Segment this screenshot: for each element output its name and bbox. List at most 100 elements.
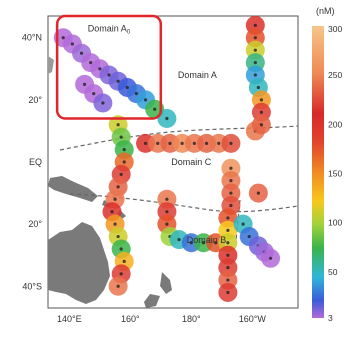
- station-point-center: [253, 73, 257, 77]
- station-point-center: [253, 36, 257, 40]
- station-point-center: [122, 160, 126, 164]
- station-point-center: [143, 98, 148, 102]
- station-point-center: [256, 191, 260, 195]
- station-point-center: [122, 259, 126, 264]
- station-point-center: [259, 98, 264, 102]
- station-point-center: [268, 256, 273, 260]
- station-point-center: [113, 197, 117, 201]
- colorbar-tick-label: 250: [328, 70, 342, 80]
- latitude-ticks: 40°N 20° EQ 20° 40°S: [22, 33, 42, 292]
- station-point-center: [119, 135, 123, 139]
- boundary-mid: [69, 193, 298, 213]
- station-point: [93, 93, 113, 113]
- data-points: [53, 16, 281, 302]
- lon-tick-label: 160°: [121, 314, 140, 324]
- station-point-center: [165, 210, 169, 214]
- station-point-center: [247, 234, 251, 239]
- lat-tick-label: 20°: [28, 95, 42, 105]
- station-point-center: [165, 222, 169, 226]
- station-point-center: [116, 79, 120, 83]
- colorbar-tick-label: 3: [328, 313, 333, 323]
- lat-tick-label: EQ: [29, 157, 42, 167]
- station-point-center: [226, 253, 230, 257]
- colorbar-tick-label: 150: [328, 168, 342, 178]
- domain-b-label: Domain B: [187, 235, 227, 245]
- station-point-center: [116, 185, 120, 189]
- station-point-center: [61, 36, 65, 40]
- station-point-center: [259, 123, 264, 127]
- station-point-center: [229, 166, 233, 170]
- station-point-center: [122, 147, 126, 152]
- station-point-center: [204, 141, 209, 145]
- domain-c-label: Domain C: [171, 157, 212, 167]
- station-point-center: [217, 141, 221, 145]
- station-point-center: [226, 241, 230, 245]
- colorbar: (nM) 300 250 200 150 100 50 3: [312, 6, 342, 323]
- station-point-center: [241, 222, 245, 226]
- station-point: [157, 109, 177, 129]
- station-point-center: [253, 23, 257, 27]
- station-point-center: [201, 241, 206, 245]
- station-point-center: [153, 107, 157, 111]
- station-point-center: [165, 197, 169, 201]
- colorbar-unit: (nM): [316, 6, 335, 16]
- station-point: [218, 282, 238, 302]
- station-point-center: [143, 141, 148, 145]
- station-point-center: [125, 85, 129, 90]
- station-point-center: [116, 284, 120, 288]
- lon-tick-label: 180°: [182, 314, 201, 324]
- station-point-center: [119, 247, 123, 251]
- station-point-center: [226, 216, 230, 220]
- lat-tick-label: 40°S: [22, 281, 42, 291]
- land-papua: [48, 176, 98, 202]
- station-point-center: [226, 228, 230, 232]
- lon-tick-label: 160°W: [239, 314, 267, 324]
- station-point-center: [70, 42, 74, 46]
- station-point-center: [180, 141, 184, 145]
- longitude-ticks: 140°E 160° 180° 160°W: [57, 314, 266, 324]
- station-point-center: [107, 73, 111, 77]
- station-point-center: [116, 123, 120, 127]
- colorbar-tick-label: 50: [328, 267, 338, 277]
- colorbar-tick-label: 100: [328, 218, 342, 228]
- station-point-center: [229, 141, 233, 145]
- colorbar-tick-label: 300: [328, 24, 342, 34]
- land-japan: [48, 56, 54, 74]
- station-point-center: [177, 238, 181, 242]
- station-point-center: [98, 67, 102, 71]
- colorbar-tick-label: 200: [328, 119, 342, 129]
- station-point-center: [256, 85, 260, 90]
- land-new-zealand-north: [160, 272, 172, 294]
- station-point-center: [226, 290, 230, 295]
- station-point-center: [226, 278, 230, 282]
- lon-tick-label: 140°E: [57, 314, 82, 324]
- station-point-center: [229, 203, 233, 208]
- station-point-center: [189, 241, 193, 245]
- station-point-center: [119, 172, 123, 177]
- station-point: [248, 183, 268, 203]
- station-point: [251, 115, 271, 135]
- station-point-center: [214, 241, 218, 245]
- domain-a-label: Domain A: [178, 70, 217, 80]
- station-point: [108, 276, 128, 296]
- domain-a0-highlight-box: [55, 14, 163, 120]
- station-point-center: [113, 222, 117, 226]
- station-point-center: [253, 48, 257, 52]
- station-point-center: [226, 266, 230, 270]
- land-australia: [48, 222, 110, 304]
- station-point-center: [156, 141, 160, 145]
- station-point-center: [134, 92, 139, 96]
- station-point-center: [101, 101, 105, 105]
- station-point-center: [92, 92, 96, 96]
- station-point-center: [168, 141, 172, 145]
- station-point-center: [229, 191, 233, 195]
- station-point-center: [259, 110, 264, 114]
- domain-a0-label: Domain A0: [88, 24, 131, 36]
- station-point-center: [79, 51, 84, 55]
- station-point: [261, 248, 281, 268]
- station-point-center: [229, 179, 233, 183]
- domain-labels: Domain A0 Domain A Domain C Domain B: [88, 24, 227, 245]
- land-new-zealand-south: [144, 294, 160, 308]
- colorbar-gradient: [312, 26, 324, 318]
